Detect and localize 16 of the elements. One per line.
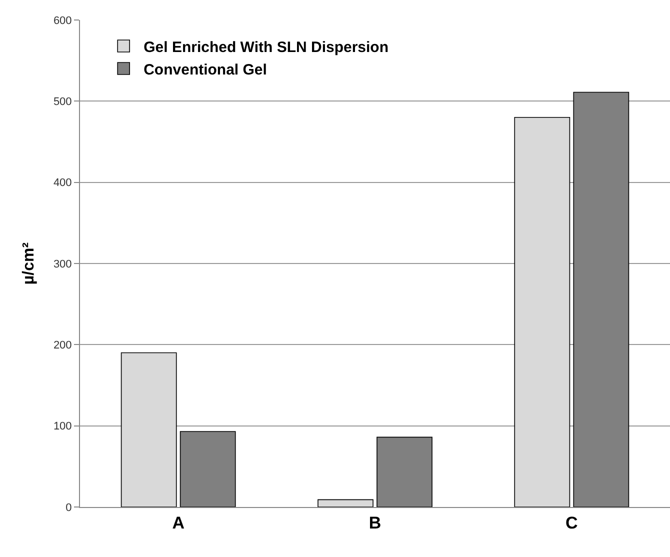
y-tick-label: 600	[53, 14, 72, 27]
bar	[318, 499, 374, 507]
y-tick-label: 100	[53, 420, 72, 433]
y-tick-label: 500	[53, 96, 72, 108]
legend-label: Gel Enriched With SLN Dispersion	[144, 38, 389, 56]
y-tick-label: 300	[53, 258, 72, 270]
x-tick-label: A	[172, 513, 184, 532]
x-tick-label: B	[368, 513, 382, 532]
bar	[120, 352, 177, 507]
y-tick-label: 200	[53, 340, 72, 352]
bar	[514, 117, 570, 507]
y-axis-title: µ/cm²	[20, 242, 38, 285]
legend-label: Conventional Gel	[144, 61, 267, 78]
y-tick-label: 400	[53, 177, 72, 190]
y-tick-label: 0	[66, 502, 72, 514]
x-tick-label: C	[566, 513, 578, 532]
